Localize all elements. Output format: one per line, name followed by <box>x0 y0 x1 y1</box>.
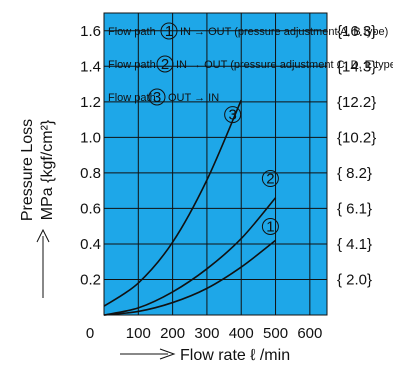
y-tick-label: 0.4 <box>80 236 101 253</box>
series-2-line <box>103 197 277 316</box>
series-1-label-text: 1 <box>266 219 274 236</box>
y-axis-unit: MPa {kgf/cm²} <box>39 119 56 220</box>
x-tick-label: 400 <box>229 325 254 342</box>
curves <box>103 99 277 316</box>
y2-tick-label: { 4.1} <box>337 236 372 253</box>
y-tick-label: 0.2 <box>80 271 101 288</box>
y-tick-label: 1.2 <box>80 94 101 111</box>
x-tick-label: 100 <box>126 325 151 342</box>
legend-item-1-prefix: Flow path <box>108 26 156 38</box>
series-1-line <box>103 239 277 316</box>
y2-tick-label: { 2.0} <box>337 271 372 288</box>
y-tick-label: 1.0 <box>80 129 101 146</box>
y2-tick-label: {16.3} <box>337 23 376 40</box>
series-1-label-circle <box>261 218 279 236</box>
x-axis-title: Flow rate ℓ /min <box>180 347 290 364</box>
y2-tick-label: {10.2} <box>337 129 376 146</box>
x-tick-label: 0 <box>86 325 94 342</box>
legend-item-1-text: IN → OUT (pressure adjustment A, B type) <box>180 26 388 38</box>
y-tick-label: 0.6 <box>80 200 101 217</box>
y2-tick-labels: { 2.0} { 4.1} { 6.1} { 8.2} {10.2} {12.2} {14.… <box>337 23 376 289</box>
y-tick-label: 1.6 <box>80 23 101 40</box>
series-3-line <box>103 99 242 307</box>
y2-tick-label: {12.2} <box>337 94 376 111</box>
y-axis-arrow <box>36 228 50 298</box>
y2-tick-label: {14.3} <box>337 58 376 75</box>
x-tick-label: 300 <box>194 325 219 342</box>
legend-item-1-circle <box>160 22 178 40</box>
legend-item-1: Flow path 1 IN → OUT (pressure adjustment … <box>108 22 388 40</box>
x-tick-label: 500 <box>263 325 288 342</box>
y-axis-title: Pressure Loss <box>19 119 36 221</box>
series-3-label-circle <box>224 106 242 124</box>
curve-labels: 1 2 3 <box>224 106 279 236</box>
legend-item-2-marker: 2 <box>161 56 169 73</box>
series-3-label: 3 <box>224 106 242 124</box>
y-tick-label: 0.8 <box>80 165 101 182</box>
series-2-label: 2 <box>261 170 279 188</box>
series-2-label-circle <box>261 170 279 188</box>
y-tick-label: 1.4 <box>80 58 101 75</box>
legend-item-2-prefix: Flow path <box>108 59 156 71</box>
series-2-label-text: 2 <box>266 171 274 188</box>
legend-item-3-circle <box>148 88 166 106</box>
y-tick-labels: 0.2 0.4 0.6 0.8 1.0 1.2 1.4 1.6 <box>80 23 101 289</box>
legend-item-2: Flow path 2 IN → OUT (pressure adjustment … <box>108 55 393 73</box>
x-axis-arrow <box>120 348 176 360</box>
y2-tick-label: { 8.2} <box>337 165 372 182</box>
legend: Flow path 1 IN → OUT (pressure adjustment … <box>108 22 393 106</box>
legend-item-3-prefix: Flow path <box>108 92 156 104</box>
legend-item-2-text: IN → OUT (pressure adjustment C, D, E ty… <box>176 59 393 71</box>
plot-background <box>103 12 328 316</box>
series-3-label-text: 3 <box>228 107 236 124</box>
x-tick-label: 200 <box>160 325 185 342</box>
series-1-label: 1 <box>261 218 279 236</box>
legend-item-2-circle <box>156 55 174 73</box>
legend-item-3-marker: 3 <box>153 89 161 106</box>
legend-item-1-marker: 1 <box>165 23 173 40</box>
y2-tick-label: { 6.1} <box>337 200 372 217</box>
x-tick-label: 600 <box>297 325 322 342</box>
legend-item-3-text: OUT → IN <box>168 92 219 104</box>
x-tick-labels: 0 100 200 300 400 500 600 <box>86 325 323 342</box>
